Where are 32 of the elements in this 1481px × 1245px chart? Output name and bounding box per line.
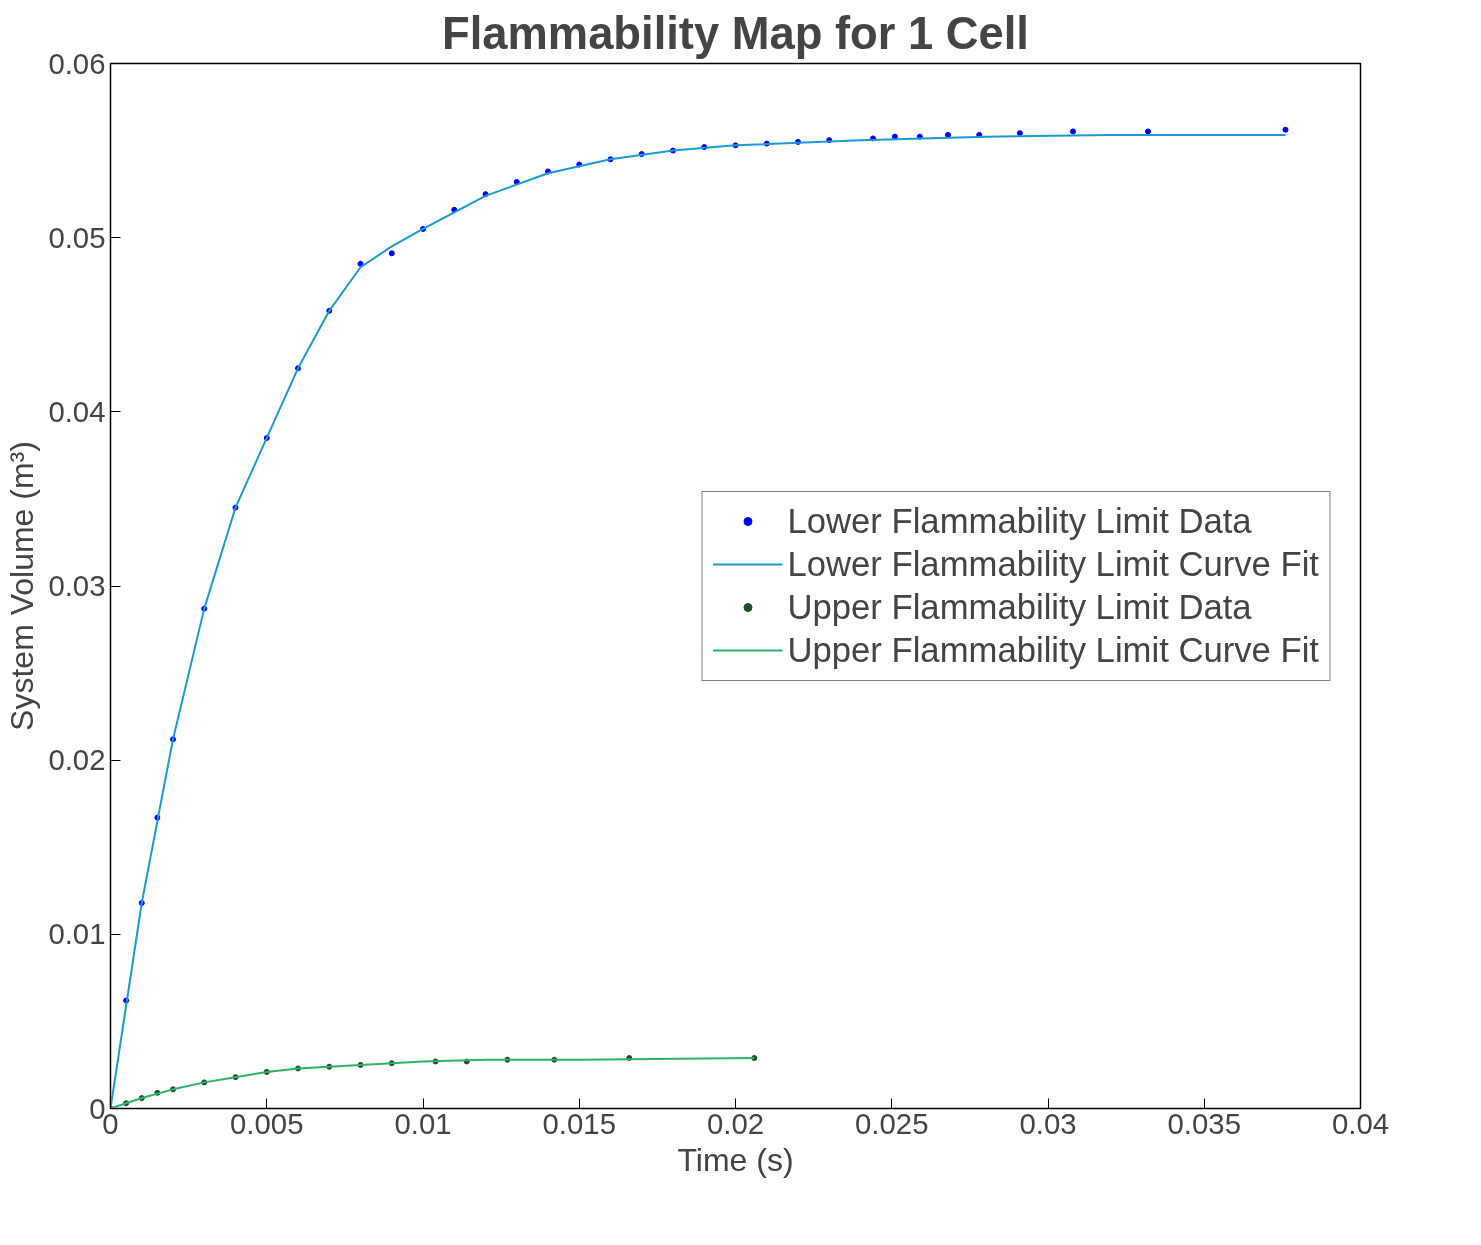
- legend-label: Upper Flammability Limit Data: [787, 587, 1252, 627]
- x-tick-label: 0.025: [855, 1106, 929, 1140]
- x-tick-label: 0.005: [230, 1106, 304, 1140]
- point: [1145, 128, 1151, 135]
- x-tick-label: 0.015: [542, 1106, 616, 1140]
- point: [1282, 126, 1289, 133]
- point: [451, 206, 458, 213]
- point: [513, 178, 520, 185]
- y-tick-label: 0.02: [48, 743, 106, 777]
- line-series: [110, 1056, 756, 1109]
- legend-label: Lower Flammability Limit Data: [787, 501, 1252, 541]
- chart-title: Flammability Map for 1 Cell: [442, 7, 1029, 59]
- x-axis-title: Time (s): [677, 1141, 794, 1178]
- y-tick-label: 0.04: [48, 394, 106, 428]
- point: [388, 250, 395, 257]
- y-axis-title: System Volume (m³): [4, 441, 41, 731]
- point: [1070, 128, 1076, 135]
- point: [751, 1055, 758, 1061]
- x-tick-label: 0.035: [1167, 1106, 1241, 1140]
- x-tick-label: 0.01: [394, 1106, 452, 1140]
- y-tick-label: 0.03: [48, 569, 106, 602]
- x-tick-label: 0.03: [1019, 1106, 1077, 1140]
- legend-label: Lower Flammability Limit Curve Fit: [787, 544, 1319, 584]
- point: [357, 260, 364, 267]
- legend-label: Upper Flammability Limit Curve Fit: [787, 630, 1319, 670]
- y-tick-label: 0.06: [48, 46, 106, 80]
- point: [945, 131, 951, 138]
- y-tick-label: 0.05: [48, 220, 106, 254]
- x-tick-label: 0.04: [1331, 1106, 1390, 1140]
- y-tick-label: 0.01: [48, 917, 106, 951]
- point: [1016, 130, 1023, 137]
- x-tick-label: 0.02: [706, 1106, 765, 1140]
